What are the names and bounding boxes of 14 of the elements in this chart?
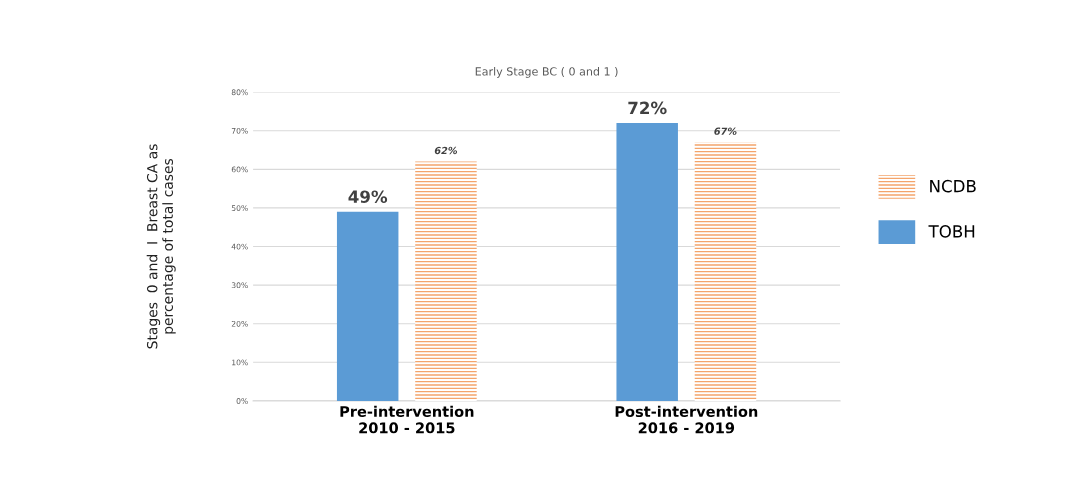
x-tick-label: Post-intervention 2016 - 2019 <box>615 405 758 434</box>
bar <box>616 123 678 401</box>
legend-label: NCDB <box>930 179 976 193</box>
data-label: 62% <box>434 146 458 155</box>
legend-label: TOBH <box>928 225 975 238</box>
bar <box>694 142 757 401</box>
x-tick-label: Pre-intervention 2010 - 2015 <box>340 405 474 434</box>
data-label: 49% <box>348 190 388 203</box>
data-label: 72% <box>628 101 667 115</box>
bar <box>415 161 477 401</box>
y-axis-title: Stages 0 and I Breast CA as percentage of total cases <box>146 144 176 349</box>
data-label: 67% <box>714 127 737 135</box>
chart-title: Early Stage BC ( 0 and 1 ) <box>475 67 618 78</box>
bar <box>336 211 399 401</box>
